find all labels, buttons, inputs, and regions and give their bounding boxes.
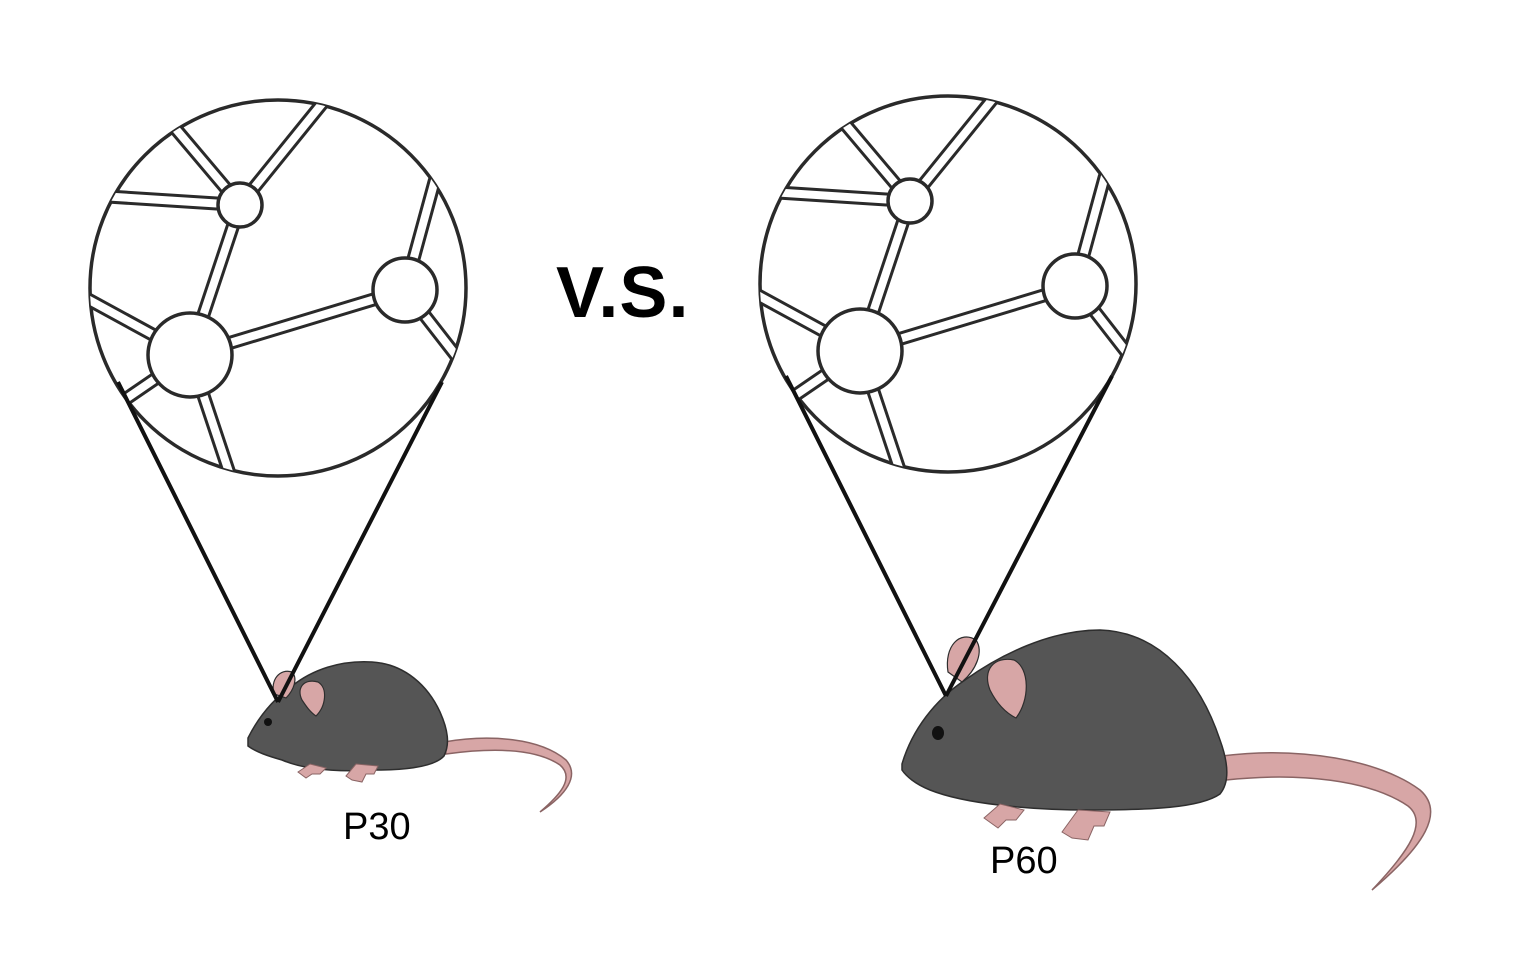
mouse-large-body [901,629,1228,811]
mouse-large-eye [932,726,944,740]
mouse-small-ear [299,680,326,717]
mouse-large-tail [1221,752,1432,891]
versus-label: V.S. [556,253,690,333]
mouse-large-front-paw [983,803,1025,829]
age-label-p30: P30 [343,806,411,848]
mouse-small-hind-paw [345,763,379,783]
mouse-small-body [247,661,449,772]
zoom-lines-right [784,375,1114,697]
mouse-small-front-paw [297,763,327,779]
mouse-large [901,629,1432,891]
age-label-p60: P60 [990,840,1058,882]
zoom-lines-left [116,381,444,703]
mouse-small-tail [443,737,573,813]
mouse-small-eye [264,718,272,726]
mouse-large-ear [986,658,1027,719]
mouse-small [247,661,573,813]
mouse-large-hind-paw [1061,809,1111,841]
